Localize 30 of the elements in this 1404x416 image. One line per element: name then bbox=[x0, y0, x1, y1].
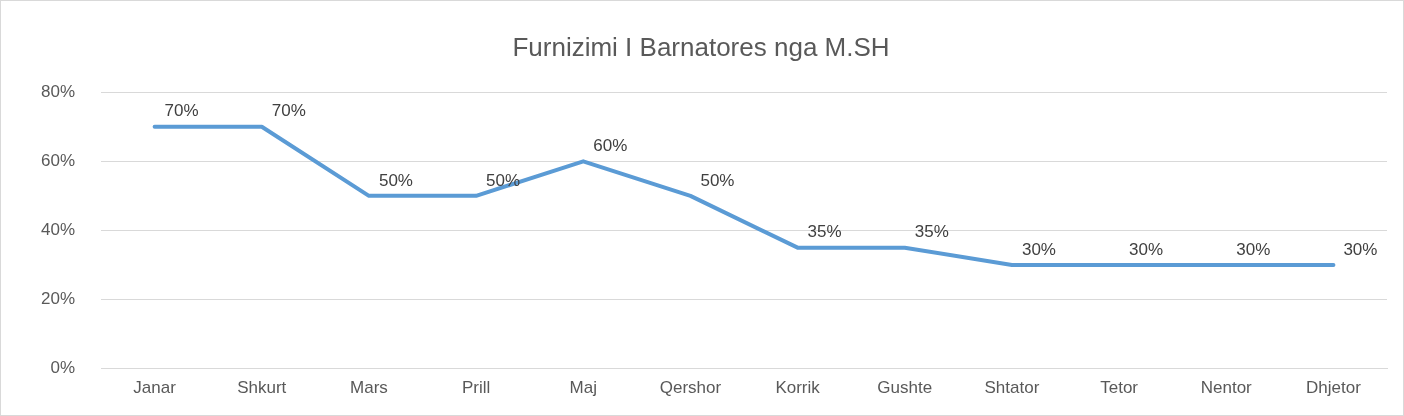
y-tick-label: 0% bbox=[50, 358, 76, 378]
data-label: 35% bbox=[914, 222, 949, 242]
y-tick-label: 20% bbox=[40, 289, 76, 309]
x-tick-label: Nentor bbox=[1200, 378, 1253, 398]
x-tick-label: Maj bbox=[569, 378, 597, 398]
data-label: 50% bbox=[486, 170, 521, 190]
x-tick-label: Shtator bbox=[984, 378, 1040, 398]
x-tick-label: Janar bbox=[133, 378, 177, 398]
data-label: 70% bbox=[164, 101, 199, 121]
chart-title: Furnizimi I Barnatores nga M.SH bbox=[512, 31, 890, 62]
x-tick-label: Tetor bbox=[1100, 378, 1139, 398]
data-label: 50% bbox=[378, 170, 413, 190]
data-label: 30% bbox=[1236, 239, 1271, 259]
data-label: 70% bbox=[271, 101, 306, 121]
y-tick-label: 40% bbox=[40, 220, 76, 240]
y-tick-label: 60% bbox=[40, 150, 76, 170]
x-tick-label: Qershor bbox=[659, 378, 722, 398]
y-tick-label: 80% bbox=[40, 81, 76, 101]
data-label: 35% bbox=[807, 222, 842, 242]
x-tick-label: Mars bbox=[350, 378, 388, 398]
x-tick-label: Shkurt bbox=[237, 378, 287, 398]
data-label: 30% bbox=[1343, 239, 1378, 259]
x-tick-label: Korrik bbox=[775, 378, 821, 398]
data-label: 60% bbox=[593, 135, 628, 155]
x-tick-label: Gushte bbox=[877, 378, 933, 398]
data-label: 30% bbox=[1129, 239, 1164, 259]
data-label: 30% bbox=[1021, 239, 1056, 259]
data-label: 50% bbox=[700, 170, 735, 190]
x-tick-label: Dhjetor bbox=[1306, 378, 1362, 398]
x-tick-label: Prill bbox=[461, 378, 491, 398]
